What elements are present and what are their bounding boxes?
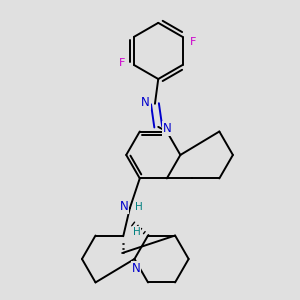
Text: H: H	[135, 202, 143, 212]
Text: N: N	[141, 96, 150, 109]
Text: F: F	[119, 58, 126, 68]
Text: N: N	[132, 262, 140, 275]
Text: N: N	[163, 122, 172, 135]
Text: F: F	[190, 37, 196, 47]
Text: H: H	[133, 227, 140, 237]
Text: N: N	[119, 200, 128, 213]
